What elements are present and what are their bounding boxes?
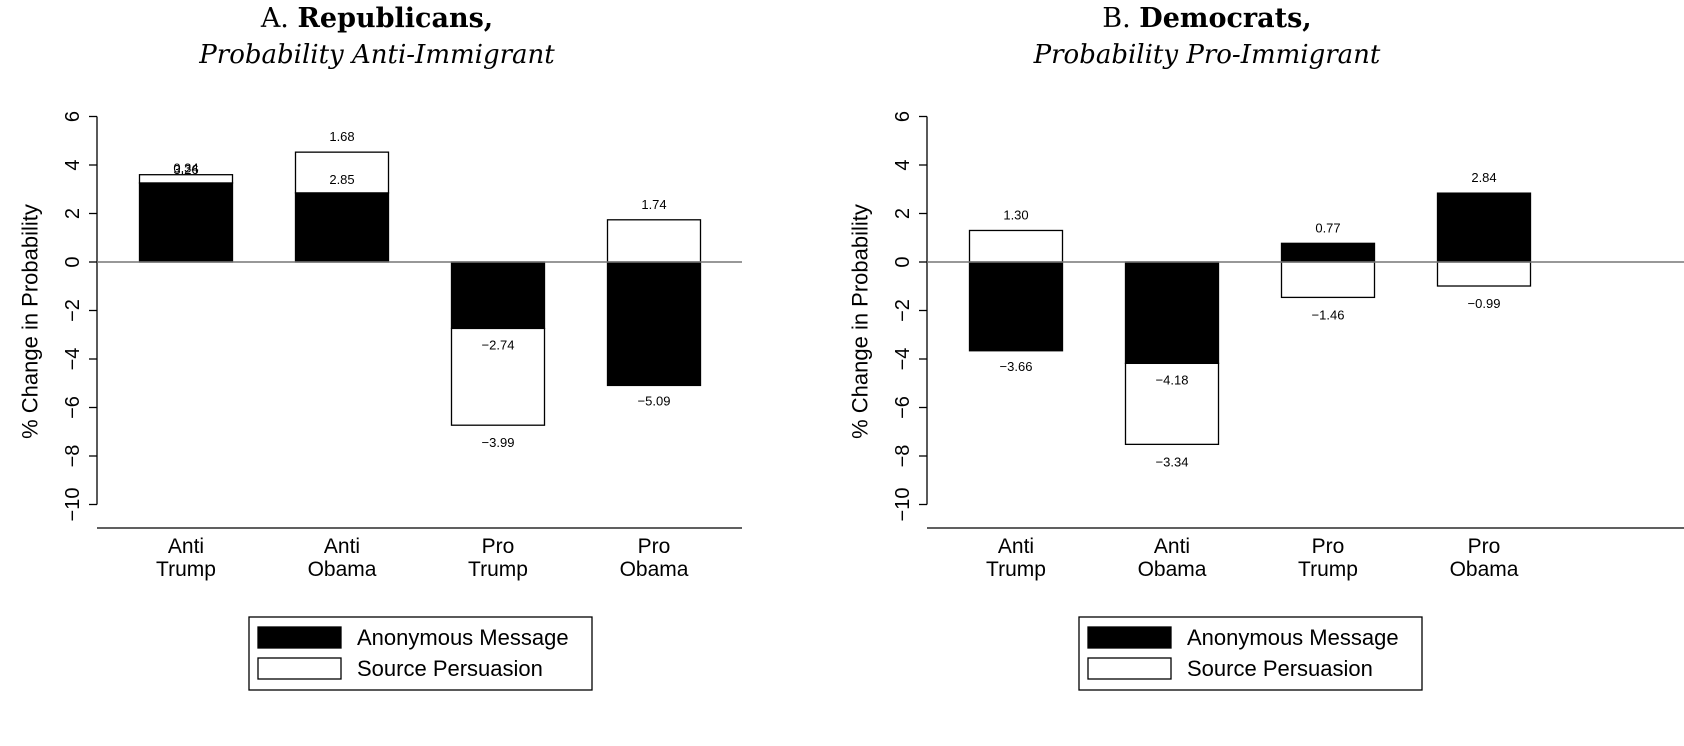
y-tick-label: 0 xyxy=(892,256,914,267)
data-label-anonymous: −2.74 xyxy=(482,337,515,352)
y-tick-label: −4 xyxy=(62,348,84,371)
legend-swatch-anonymous xyxy=(258,627,341,648)
category-label-line1: Pro xyxy=(1312,535,1345,558)
category-label-line1: Anti xyxy=(1154,535,1190,558)
y-tick-label: 2 xyxy=(62,208,84,219)
data-label-anonymous: 2.85 xyxy=(329,172,354,187)
y-tick-label: 4 xyxy=(892,159,914,170)
category-label-line2: Trump xyxy=(1298,558,1358,581)
data-label-source: 1.30 xyxy=(1003,207,1028,222)
legend-label-source: Source Persuasion xyxy=(357,656,543,681)
y-tick-label: −6 xyxy=(892,396,914,419)
y-tick-label: −4 xyxy=(892,348,914,371)
bar-source-persuasion xyxy=(608,220,701,262)
category-label-line2: Trump xyxy=(986,558,1046,581)
bar-source-persuasion xyxy=(1438,262,1531,286)
bar-anonymous-message xyxy=(1126,262,1219,363)
bar-anonymous-message xyxy=(970,262,1063,351)
category-label-line2: Obama xyxy=(1138,558,1207,581)
bar-anonymous-message xyxy=(1282,243,1375,262)
bar-source-persuasion xyxy=(1282,262,1375,297)
legend-label-anonymous: Anonymous Message xyxy=(1187,625,1399,650)
data-label-source: −0.99 xyxy=(1468,296,1501,311)
data-label-anonymous: 0.77 xyxy=(1315,220,1340,235)
legend-swatch-source xyxy=(258,658,341,679)
y-tick-label: −10 xyxy=(892,488,914,522)
chart-title-prefix: A. xyxy=(260,3,298,34)
category-label-line1: Anti xyxy=(998,535,1034,558)
category-label-line2: Trump xyxy=(468,558,528,581)
bar-anonymous-message xyxy=(608,262,701,385)
y-tick-label: −2 xyxy=(62,299,84,322)
chart-title: B. Democrats, xyxy=(1102,3,1311,34)
y-axis-label: % Change in Probability xyxy=(848,204,873,439)
category-label-line2: Obama xyxy=(1450,558,1519,581)
bar-anonymous-message xyxy=(140,183,233,262)
category-label-line1: Pro xyxy=(1468,535,1501,558)
data-label-source: −1.46 xyxy=(1312,307,1345,322)
chart-panel-b: B. Democrats, Probability Pro-Immigrant 6 4… xyxy=(848,3,1684,690)
legend-swatch-anonymous xyxy=(1088,627,1171,648)
chart-subtitle: Probability Anti-Immigrant xyxy=(198,40,555,70)
data-label-anonymous: −3.66 xyxy=(1000,359,1033,374)
category-label-line2: Obama xyxy=(620,558,689,581)
chart-title: A. Republicans, xyxy=(260,3,493,34)
chart-title-main: Democrats, xyxy=(1139,3,1311,34)
category-label-line1: Anti xyxy=(168,535,204,558)
bar-anonymous-message xyxy=(452,262,545,328)
bar-anonymous-message xyxy=(296,193,389,262)
y-tick-label: 0 xyxy=(62,256,84,267)
data-label-source: 1.74 xyxy=(641,197,666,212)
data-label-anonymous: −5.09 xyxy=(638,393,671,408)
legend: Anonymous Message Source Persuasion xyxy=(1079,617,1422,690)
y-tick-label: −8 xyxy=(62,445,84,468)
y-axis-label: % Change in Probability xyxy=(18,204,43,439)
data-label-source: −3.34 xyxy=(1156,454,1189,469)
chart-title-prefix: B. xyxy=(1102,3,1139,34)
legend-label-anonymous: Anonymous Message xyxy=(357,625,569,650)
data-label-anonymous: −4.18 xyxy=(1156,372,1189,387)
chart-panel-a: A. Republicans, Probability Anti-Immigran… xyxy=(18,3,743,690)
y-tick-label: 6 xyxy=(892,111,914,122)
category-label-line1: Pro xyxy=(638,535,671,558)
y-tick-label: −6 xyxy=(62,396,84,419)
legend-label-source: Source Persuasion xyxy=(1187,656,1373,681)
data-label-anonymous: 2.84 xyxy=(1471,170,1496,185)
bar-source-persuasion xyxy=(970,230,1063,262)
y-tick-label: 4 xyxy=(62,159,84,170)
legend-swatch-source xyxy=(1088,658,1171,679)
category-label-line1: Pro xyxy=(482,535,515,558)
bar-anonymous-message xyxy=(1438,193,1531,262)
chart-title-main: Republicans, xyxy=(297,3,493,34)
data-label-source: −3.99 xyxy=(482,435,515,450)
y-tick-label: −8 xyxy=(892,445,914,468)
legend: Anonymous Message Source Persuasion xyxy=(249,617,592,690)
category-label-line1: Anti xyxy=(324,535,360,558)
category-label-line2: Obama xyxy=(308,558,377,581)
y-tick-label: 6 xyxy=(62,111,84,122)
chart-subtitle: Probability Pro-Immigrant xyxy=(1033,40,1381,70)
data-label-source: 0.34 xyxy=(173,161,198,176)
y-tick-label: 2 xyxy=(892,208,914,219)
y-tick-label: −2 xyxy=(892,299,914,322)
data-label-source: 1.68 xyxy=(329,129,354,144)
y-tick-label: −10 xyxy=(62,488,84,522)
category-label-line2: Trump xyxy=(156,558,216,581)
